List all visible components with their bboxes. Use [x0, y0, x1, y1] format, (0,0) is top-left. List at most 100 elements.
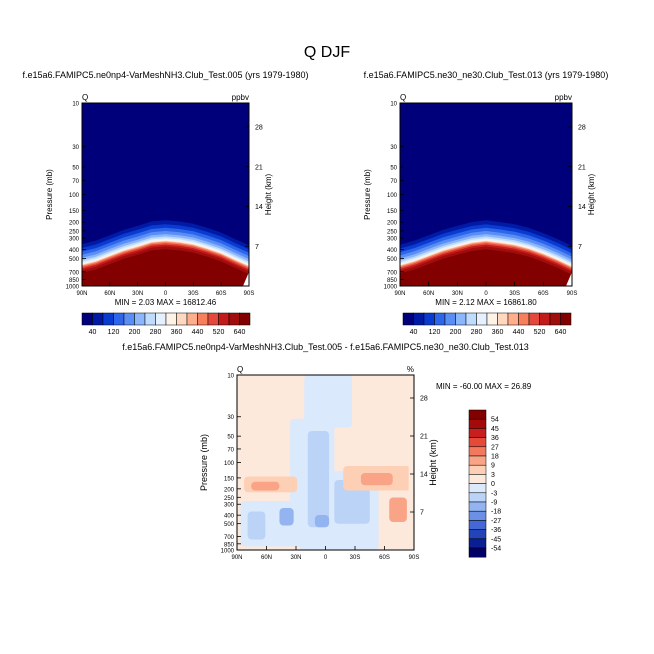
colorbar-label: -18 [491, 509, 501, 516]
colorbar-label: 40 [89, 329, 97, 336]
colorbar-box [468, 437, 487, 448]
pressure-tick-label: 300 [387, 237, 398, 243]
pressure-tick-label: 500 [387, 257, 398, 263]
colorbar-box [476, 312, 488, 326]
colorbar-label: 360 [492, 329, 504, 336]
colorbar-label: 280 [150, 329, 162, 336]
latitude-tick-label: 60N [104, 291, 115, 297]
pressure-tick-label: 100 [69, 193, 80, 199]
latitude-tick-label: 90S [244, 291, 255, 297]
topography-mask [566, 272, 572, 286]
colorbar-label: -45 [491, 536, 501, 543]
colorbar-label: -54 [491, 546, 501, 553]
pressure-tick-label: 500 [224, 522, 235, 528]
panel-model-a: f.e15a6.FAMIPC5.ne0np4-VarMeshNH3.Club_T… [23, 70, 309, 336]
colorbar-box [228, 312, 240, 326]
colorbar-box [239, 312, 251, 326]
latitude-tick-label: 60N [261, 555, 272, 561]
pressure-tick-label: 10 [390, 102, 397, 108]
colorbar-box [497, 312, 509, 326]
positive-region [360, 473, 393, 486]
colorbar-box [468, 510, 487, 521]
min-max-label: MIN = 2.03 MAX = 16812.46 [115, 298, 217, 307]
colorbar-box [186, 312, 198, 326]
pressure-tick-label: 50 [390, 165, 397, 171]
plot-border [399, 102, 573, 287]
negative-region [334, 480, 370, 524]
colorbar-box [560, 312, 572, 326]
colorbar-box [468, 409, 487, 420]
pressure-tick-label: 300 [69, 237, 80, 243]
height-tick-label: 14 [578, 204, 586, 211]
pressure-tick-label: 1000 [384, 285, 398, 291]
colorbar-box [468, 474, 487, 484]
units-label: ppbv [232, 93, 249, 102]
units-label: ppbv [555, 93, 572, 102]
latitude-tick-label: 90S [409, 555, 420, 561]
colorbar-box [468, 547, 487, 558]
panel-model-b: f.e15a6.FAMIPC5.ne30_ne30.Club_Test.013 … [363, 70, 608, 336]
pressure-tick-label: 30 [227, 415, 234, 421]
colorbar-label: 440 [513, 329, 525, 336]
latitude-tick-label: 0 [484, 291, 488, 297]
pressure-tick-label: 50 [227, 435, 234, 441]
colorbar-label: -3 [491, 490, 497, 497]
colorbar-label: 0 [491, 481, 495, 488]
pressure-tick-label: 200 [224, 487, 235, 493]
colorbar-label: -36 [491, 527, 501, 534]
units-label: % [407, 365, 414, 374]
height-tick-label: 14 [420, 471, 428, 478]
colorbar-box [423, 312, 435, 326]
colorbar-label: 18 [491, 454, 499, 461]
colorbar-box [549, 312, 561, 326]
min-max-label: MIN = -60.00 MAX = 26.89 [436, 382, 532, 391]
colorbar-box [81, 312, 93, 326]
variable-label: Q [82, 93, 88, 102]
pressure-tick-label: 250 [224, 496, 235, 502]
y-axis-label: Pressure (mb) [45, 169, 54, 220]
colorbar-box [165, 312, 177, 326]
colorbar-box [434, 312, 446, 326]
colorbar-label: 520 [213, 329, 225, 336]
colorbar-label: -9 [491, 500, 497, 507]
colorbar-box [468, 538, 487, 549]
negative-region [314, 515, 330, 528]
height-tick-label: 7 [420, 509, 424, 516]
height-tick-label: 28 [420, 395, 428, 402]
pressure-tick-label: 100 [224, 461, 235, 467]
pressure-tick-label: 700 [224, 535, 235, 541]
colorbar-label: 120 [108, 329, 120, 336]
latitude-tick-label: 60S [216, 291, 227, 297]
latitude-tick-label: 0 [164, 291, 168, 297]
pressure-tick-label: 400 [387, 248, 398, 254]
colorbar-label: -27 [491, 518, 501, 525]
pressure-tick-label: 150 [224, 476, 235, 482]
plot-border [81, 102, 250, 287]
latitude-tick-label: 30S [509, 291, 520, 297]
colorbar-box [468, 418, 487, 429]
panel-difference: f.e15a6.FAMIPC5.ne0np4-VarMeshNH3.Club_T… [122, 342, 532, 561]
height-tick-label: 14 [255, 204, 263, 211]
negative-region [279, 508, 294, 526]
topography-mask [243, 272, 249, 286]
latitude-tick-label: 60S [379, 555, 390, 561]
y-axis-label-right: Height (km) [264, 173, 273, 215]
pressure-tick-label: 200 [387, 221, 398, 227]
colorbar-box [468, 492, 487, 503]
pressure-tick-label: 400 [69, 248, 80, 254]
latitude-tick-label: 30S [188, 291, 199, 297]
latitude-tick-label: 0 [324, 555, 328, 561]
latitude-tick-label: 30N [290, 555, 301, 561]
figure-title: Q DJF [304, 44, 350, 61]
height-tick-label: 7 [578, 244, 582, 251]
panel-title: f.e15a6.FAMIPC5.ne0np4-VarMeshNH3.Club_T… [122, 342, 529, 352]
colorbar-label: 45 [491, 426, 499, 433]
pressure-tick-label: 850 [224, 542, 235, 548]
colorbar-label: 520 [534, 329, 546, 336]
contour-band [82, 249, 249, 286]
colorbar-box [468, 446, 487, 457]
pressure-tick-label: 1000 [221, 549, 235, 555]
pressure-tick-label: 10 [227, 374, 234, 380]
latitude-tick-label: 90N [394, 291, 405, 297]
colorbar-box [468, 520, 487, 530]
